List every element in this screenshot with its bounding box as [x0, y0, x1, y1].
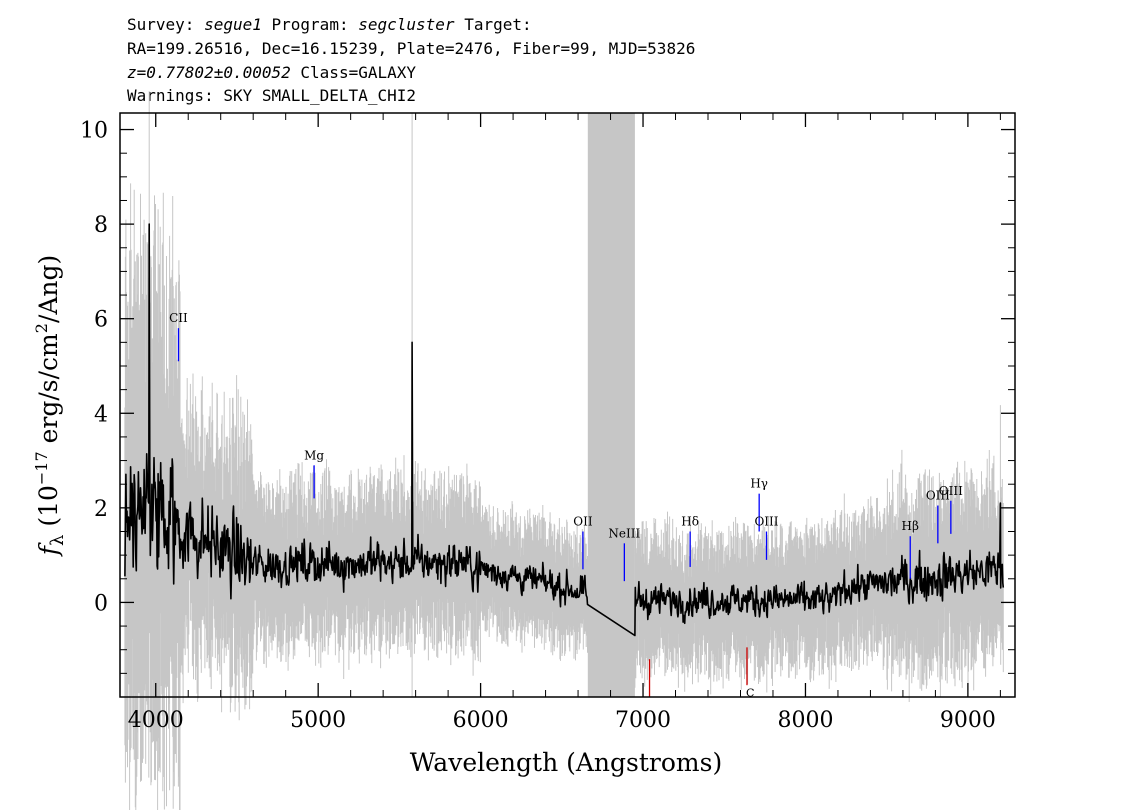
line-label-5: Hγ [750, 477, 768, 491]
y-tick-label-3: 6 [94, 308, 108, 333]
y-tick-label-4: 8 [94, 213, 108, 238]
x-tick-label-5: 9000 [940, 708, 996, 733]
x-tick-label-0: 4000 [128, 708, 184, 733]
y-tick-label-0: 0 [94, 591, 108, 616]
x-axis-title: Wavelength (Angstroms) [410, 748, 722, 777]
extra-label-0: C [746, 687, 754, 700]
line-label-7: Hβ [902, 519, 919, 533]
line-label-9: OIII [939, 484, 963, 498]
x-tick-label-1: 5000 [290, 708, 346, 733]
header-line-1: Survey: segue1 Program: segcluster Targe… [127, 15, 532, 34]
line-label-6: OIII [754, 514, 778, 528]
masked-region [587, 113, 635, 697]
x-tick-label-2: 6000 [453, 708, 509, 733]
header-line-3: z=0.77802±0.00052 Class=GALAXY [127, 63, 416, 82]
flux-spectrum [124, 223, 1005, 637]
error-spectrum [124, 91, 1004, 810]
plot-clip-group: C [746, 687, 754, 700]
y-axis-title: fλ (10−17 erg/s/cm2/Ang) [32, 255, 68, 558]
header-coords: RA=199.26516, Dec=16.15239, Plate=2476, … [127, 39, 695, 58]
line-label-1: Mg [304, 448, 324, 462]
x-tick-label-4: 8000 [777, 708, 833, 733]
plot-frame [119, 112, 1016, 698]
line-label-0: CII [169, 311, 188, 325]
y-tick-label-2: 4 [94, 402, 108, 427]
line-label-3: NeIII [608, 526, 640, 540]
header-warnings: Warnings: SKY SMALL_DELTA_CHI2 [127, 86, 416, 105]
y-tick-label-1: 2 [94, 497, 108, 522]
y-tick-label-5: 10 [80, 119, 108, 144]
line-label-4: Hδ [681, 514, 699, 528]
x-tick-label-3: 7000 [615, 708, 671, 733]
line-label-8: OIII [926, 488, 950, 502]
line-label-2: OII [573, 514, 593, 528]
